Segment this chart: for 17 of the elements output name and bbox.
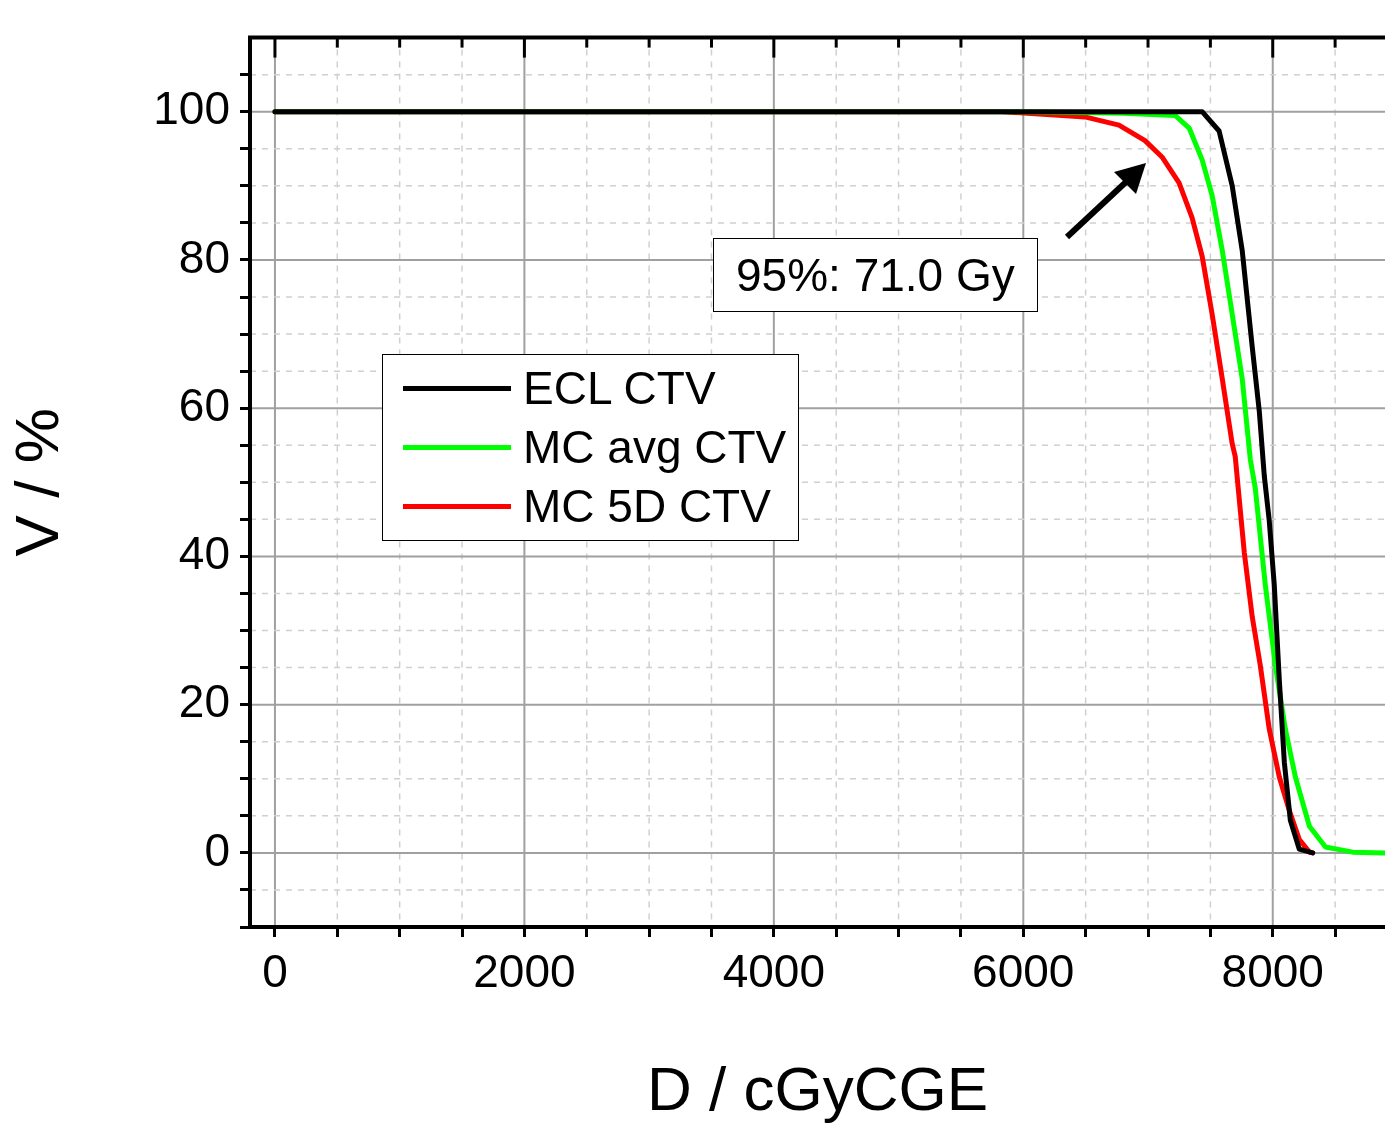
x-tick-label: 2000	[473, 945, 576, 998]
y-tick-label: 60	[178, 378, 230, 431]
x-tick-label: 8000	[1221, 945, 1324, 998]
y-tick-label: 80	[178, 230, 230, 283]
y-tick-label: 40	[178, 527, 230, 580]
x-tick-label: 4000	[722, 945, 826, 998]
y-tick-label: 0	[204, 823, 230, 876]
x-axis-title: D / cGyCGE	[646, 1053, 989, 1123]
y-tick-label: 100	[153, 82, 230, 135]
annotation: 95%: 71.0 Gy	[713, 237, 1038, 312]
legend-label: MC avg CTV	[523, 419, 787, 475]
x-tick-label: 6000	[972, 945, 1075, 998]
legend-label: ECL CTV	[523, 360, 716, 416]
y-tick-label: 20	[178, 675, 230, 728]
y-axis-title: V / %	[2, 408, 72, 557]
legend-label: MC 5D CTV	[523, 478, 771, 534]
x-tick-label: 0	[262, 945, 288, 998]
